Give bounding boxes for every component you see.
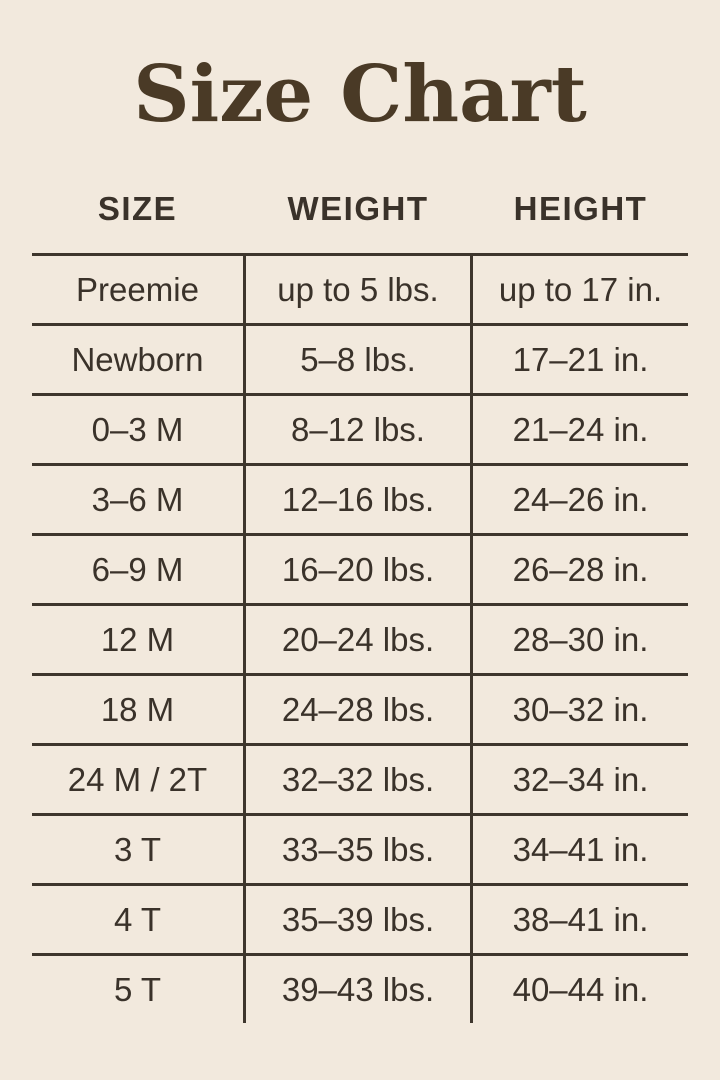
size-cell: 24 M / 2T <box>67 760 208 798</box>
height-cell: 34–41 in. <box>512 830 649 868</box>
height-cell: 32–34 in. <box>512 760 649 798</box>
size-cell: Preemie <box>76 270 199 308</box>
weight-cell: 24–28 lbs. <box>243 676 473 744</box>
height-cell: up to 17 in. <box>498 270 663 308</box>
table-row: 12 M 20–24 lbs. 28–30 in. <box>32 603 688 674</box>
table-header-row: SIZE WEIGHT HEIGHT <box>32 190 688 228</box>
column-header-weight: WEIGHT <box>287 190 429 228</box>
table-row: 3–6 M 12–16 lbs. 24–26 in. <box>32 463 688 534</box>
height-cell: 17–21 in. <box>512 340 649 378</box>
size-cell: 18 M <box>100 690 175 728</box>
size-chart-table: Preemie up to 5 lbs. up to 17 in. Newbor… <box>32 253 688 1024</box>
size-cell: 6–9 M <box>91 550 184 588</box>
height-cell: 26–28 in. <box>512 550 649 588</box>
table-row: 24 M / 2T 32–32 lbs. 32–34 in. <box>32 743 688 814</box>
size-cell: 3–6 M <box>91 480 184 518</box>
weight-cell: 16–20 lbs. <box>243 536 473 604</box>
height-cell: 30–32 in. <box>512 690 649 728</box>
weight-cell: 12–16 lbs. <box>243 466 473 534</box>
weight-cell: up to 5 lbs. <box>243 256 473 324</box>
table-row: 4 T 35–39 lbs. 38–41 in. <box>32 883 688 954</box>
height-cell: 21–24 in. <box>512 410 649 448</box>
weight-cell: 39–43 lbs. <box>243 956 473 1024</box>
size-cell: Newborn <box>71 340 204 378</box>
weight-cell: 32–32 lbs. <box>243 746 473 814</box>
size-cell: 4 T <box>113 900 162 938</box>
weight-cell: 33–35 lbs. <box>243 816 473 884</box>
height-cell: 38–41 in. <box>512 900 649 938</box>
size-cell: 0–3 M <box>91 410 184 448</box>
table-row: 3 T 33–35 lbs. 34–41 in. <box>32 813 688 884</box>
height-cell: 40–44 in. <box>512 970 649 1008</box>
size-cell: 12 M <box>100 620 175 658</box>
column-header-size: SIZE <box>97 190 178 228</box>
weight-cell: 5–8 lbs. <box>243 326 473 394</box>
table-row: 5 T 39–43 lbs. 40–44 in. <box>32 953 688 1024</box>
height-cell: 28–30 in. <box>512 620 649 658</box>
table-row: 6–9 M 16–20 lbs. 26–28 in. <box>32 533 688 604</box>
table-row: 18 M 24–28 lbs. 30–32 in. <box>32 673 688 744</box>
page-title: Size Chart <box>133 49 587 140</box>
table-row: Newborn 5–8 lbs. 17–21 in. <box>32 323 688 394</box>
height-cell: 24–26 in. <box>512 480 649 518</box>
size-cell: 5 T <box>113 970 162 1008</box>
column-header-height: HEIGHT <box>513 190 648 228</box>
size-cell: 3 T <box>113 830 162 868</box>
table-row: 0–3 M 8–12 lbs. 21–24 in. <box>32 393 688 464</box>
weight-cell: 35–39 lbs. <box>243 886 473 954</box>
table-row: Preemie up to 5 lbs. up to 17 in. <box>32 253 688 324</box>
weight-cell: 20–24 lbs. <box>243 606 473 674</box>
weight-cell: 8–12 lbs. <box>243 396 473 464</box>
